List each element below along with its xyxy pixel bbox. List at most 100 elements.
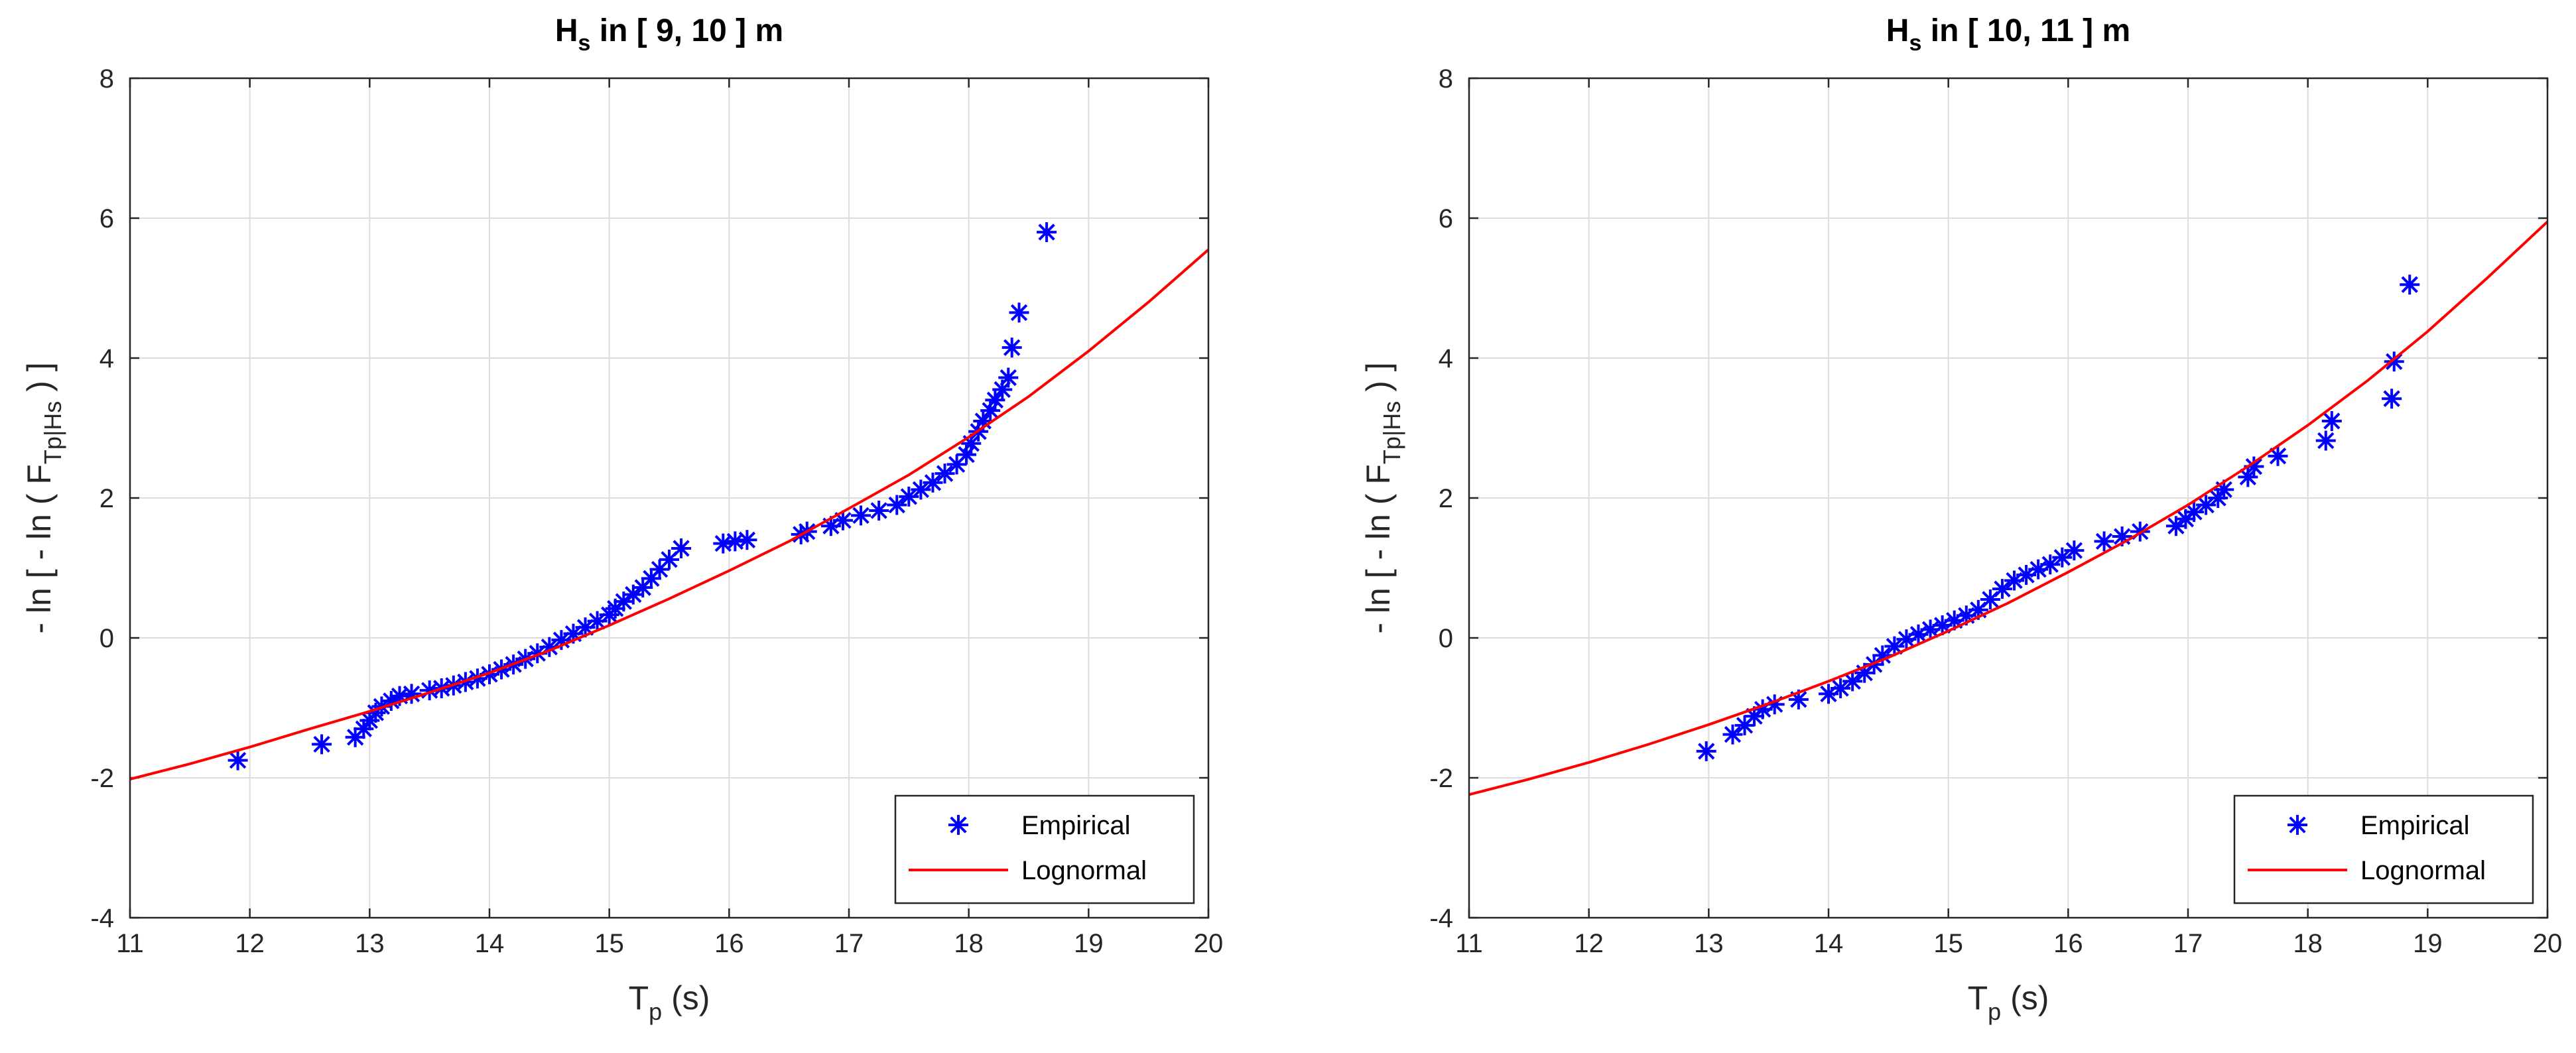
empirical-point [2028, 559, 2049, 580]
legend-label: Lognormal [1021, 856, 1147, 885]
lognormal-fit-line [1469, 220, 2547, 796]
ylabel-post: ) ] [1360, 362, 1397, 401]
empirical-point [737, 530, 757, 550]
empirical-point [1884, 636, 1905, 656]
empirical-point [401, 684, 422, 704]
title-rest: in [ 10, 11 ] m [1921, 13, 2130, 48]
empirical-point [2321, 410, 2342, 431]
empirical-point [1009, 302, 1029, 323]
empirical-point [992, 379, 1013, 400]
empirical-point [2244, 456, 2264, 477]
x-tick-label: 12 [235, 929, 265, 958]
legend-box [2233, 794, 2534, 904]
legend-marker-swatch [948, 815, 968, 835]
xlabel-rest: (s) [662, 979, 710, 1017]
empirical-point [2238, 467, 2258, 487]
empirical-point [671, 538, 692, 558]
ylabel-pre: - ln [ - ln ( F [21, 464, 58, 634]
empirical-point [2208, 488, 2228, 508]
y-tick-label: -2 [90, 764, 114, 793]
empirical-point [1696, 741, 1716, 761]
y-tick-label: -2 [1429, 764, 1453, 793]
legend-label: Empirical [2360, 811, 2469, 840]
empirical-point [389, 686, 410, 706]
x-tick-label: 15 [1933, 929, 1963, 958]
empirical-point [605, 598, 625, 619]
title-main: H [1886, 13, 1909, 48]
xlabel-rest: (s) [2001, 979, 2049, 1017]
legend-box [894, 794, 1195, 904]
empirical-point [2175, 509, 2196, 529]
y-tick-label: 2 [1439, 484, 1453, 513]
empirical-point [820, 516, 841, 536]
x-tick-label: 13 [1694, 929, 1724, 958]
y-tick-label: 0 [99, 624, 114, 653]
x-tick-label: 16 [714, 929, 744, 958]
empirical-point [1788, 689, 1809, 710]
empirical-point [227, 750, 248, 771]
empirical-point [1831, 678, 1851, 698]
y-tick-label: 4 [1439, 344, 1453, 373]
empirical-point [1872, 645, 1893, 666]
empirical-point [1920, 619, 1941, 640]
empirical-point [467, 668, 487, 689]
y-tick-label: 4 [99, 344, 114, 373]
empirical-point [2196, 495, 2217, 515]
y-tick-label: 8 [99, 64, 114, 93]
x-tick-label: 19 [2413, 929, 2443, 958]
x-tick-label: 18 [2293, 929, 2323, 958]
xlabel-main: T [1968, 979, 1988, 1017]
xlabel-subscript: p [1988, 998, 2001, 1025]
empirical-point [2382, 389, 2402, 409]
empirical-point [2315, 430, 2336, 451]
empirical-point [2214, 479, 2234, 500]
title-rest: in [ 9, 10 ] m [590, 13, 783, 48]
ylabel-subscript: Tp|Hs [39, 401, 66, 464]
legend: Empirical Lognormal [894, 794, 1195, 904]
empirical-point [725, 531, 745, 552]
chart-title: Hs in [ 10, 11 ] m [1886, 13, 2130, 56]
empirical-point [2184, 502, 2205, 523]
x-tick-label: 19 [1074, 929, 1104, 958]
empirical-point [1932, 615, 1953, 636]
empirical-point [623, 584, 643, 605]
empirical-point [2052, 547, 2073, 568]
empirical-point [911, 479, 931, 500]
empirical-point [887, 495, 907, 515]
empirical-point [956, 444, 977, 465]
y-axis-label: - ln [ - ln ( FTp|Hs ) ] [21, 362, 66, 633]
x-tick-label: 17 [2173, 929, 2203, 958]
empirical-point [1722, 724, 1743, 745]
y-tick-label: 6 [1439, 204, 1453, 233]
empirical-point [934, 464, 955, 484]
empirical-point [641, 568, 661, 589]
y-tick-label: 2 [99, 484, 114, 513]
empirical-point [923, 472, 943, 493]
x-tick-label: 17 [834, 929, 864, 958]
empirical-point [527, 643, 548, 664]
x-tick-label: 14 [1814, 929, 1844, 958]
empirical-point [2384, 351, 2404, 372]
empirical-point [659, 549, 679, 570]
empirical-point [973, 410, 994, 431]
empirical-point [539, 637, 560, 657]
empirical-point [832, 510, 853, 530]
empirical-point [649, 559, 670, 580]
empirical-point [899, 486, 919, 507]
xlabel-main: T [629, 979, 649, 1017]
x-tick-label: 15 [594, 929, 624, 958]
empirical-point [2165, 516, 2186, 536]
axes-box [129, 77, 1210, 919]
axes-box [1468, 77, 2549, 919]
x-tick-label: 12 [1574, 929, 1604, 958]
empirical-point [851, 505, 871, 526]
x-axis-label: Tp (s) [629, 979, 710, 1025]
empirical-point [1956, 605, 1976, 626]
legend-label: Lognormal [2360, 856, 2486, 885]
y-tick-label: 0 [1439, 624, 1453, 653]
empirical-point [1734, 715, 1755, 735]
empirical-point [2064, 540, 2085, 561]
empirical-point [1908, 624, 1929, 645]
empirical-point [1001, 338, 1022, 358]
